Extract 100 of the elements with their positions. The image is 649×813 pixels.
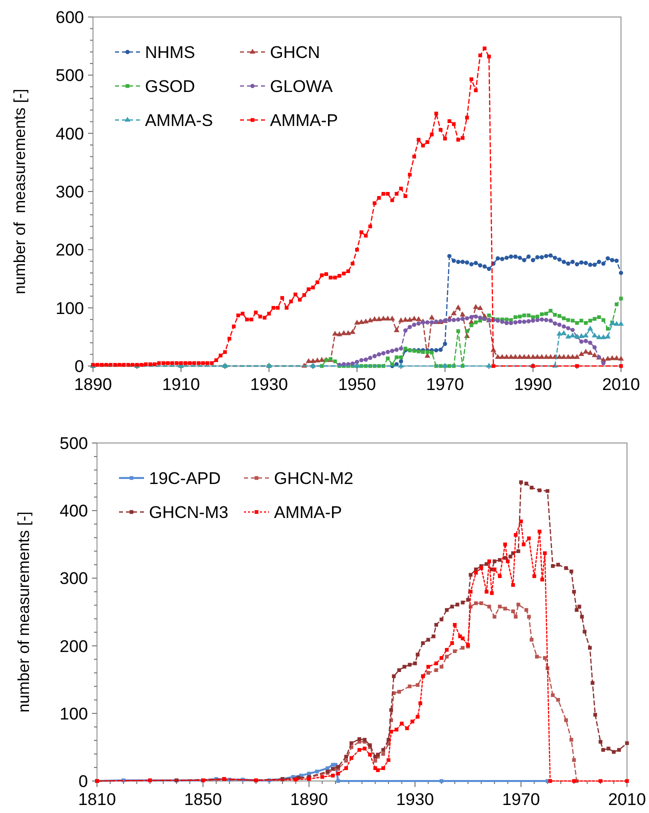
point bbox=[336, 772, 340, 776]
point bbox=[530, 258, 536, 262]
point bbox=[398, 362, 404, 368]
point bbox=[526, 254, 531, 259]
point bbox=[434, 348, 438, 352]
point bbox=[540, 255, 544, 260]
x-tick-label: 1850 bbox=[184, 790, 222, 809]
point bbox=[614, 320, 620, 326]
point bbox=[513, 254, 518, 259]
point bbox=[405, 726, 409, 730]
point bbox=[478, 263, 482, 268]
point bbox=[474, 601, 478, 606]
x-tick-label: 1810 bbox=[78, 790, 116, 809]
y-tick-label: 200 bbox=[56, 240, 84, 260]
point bbox=[469, 262, 474, 266]
point bbox=[362, 746, 367, 750]
x-tick-label: 1910 bbox=[162, 375, 200, 394]
point bbox=[618, 270, 624, 276]
point bbox=[596, 334, 602, 340]
point bbox=[315, 770, 319, 774]
y-tick-label: 500 bbox=[60, 434, 88, 453]
point bbox=[548, 779, 552, 783]
point bbox=[579, 260, 584, 265]
point bbox=[492, 568, 496, 572]
y-tick-label: 0 bbox=[78, 772, 88, 791]
point bbox=[381, 752, 386, 756]
legend-label: GHCN-M3 bbox=[149, 502, 228, 522]
point bbox=[490, 591, 494, 595]
legend-label: AMMA-S bbox=[145, 110, 213, 130]
point bbox=[460, 260, 465, 264]
point bbox=[548, 253, 553, 258]
x-tick-label: 2010 bbox=[608, 790, 646, 809]
point bbox=[544, 254, 548, 258]
point bbox=[552, 256, 558, 260]
point bbox=[564, 718, 568, 722]
point bbox=[474, 570, 478, 575]
point bbox=[535, 255, 540, 260]
point bbox=[601, 262, 606, 266]
y-tick-label: 600 bbox=[56, 8, 84, 27]
point bbox=[578, 333, 584, 338]
x-tick-label: 1890 bbox=[74, 375, 112, 394]
point bbox=[416, 683, 420, 687]
y-tick-label: 400 bbox=[56, 124, 84, 144]
point bbox=[588, 262, 592, 267]
x-tick-label: 2010 bbox=[602, 375, 640, 394]
y-tick-label: 0 bbox=[74, 356, 84, 376]
point bbox=[504, 256, 509, 260]
y-axis-title: number of measurements [-] bbox=[12, 88, 29, 294]
x-tick-label: 1970 bbox=[426, 375, 464, 394]
point bbox=[450, 641, 454, 645]
point bbox=[440, 656, 444, 660]
point bbox=[394, 728, 398, 732]
point bbox=[410, 720, 414, 724]
legend-label: NHMS bbox=[145, 42, 196, 62]
point bbox=[444, 654, 449, 658]
y-tick-label: 400 bbox=[60, 502, 88, 521]
point bbox=[557, 257, 562, 262]
legend-label: AMMA-P bbox=[270, 110, 338, 130]
point bbox=[522, 542, 526, 546]
y-tick-label: 100 bbox=[56, 298, 84, 318]
point bbox=[376, 768, 380, 772]
point bbox=[570, 260, 575, 264]
y-tick-label: 100 bbox=[60, 704, 88, 724]
point bbox=[482, 264, 487, 269]
point bbox=[474, 260, 478, 266]
point bbox=[610, 258, 614, 262]
x-tick-label: 1890 bbox=[290, 790, 328, 809]
point bbox=[508, 254, 514, 259]
point bbox=[542, 656, 547, 660]
point bbox=[484, 590, 488, 594]
point bbox=[514, 533, 518, 537]
point bbox=[556, 698, 560, 702]
point bbox=[556, 330, 562, 336]
legend-label: GHCN-M2 bbox=[274, 468, 354, 488]
point bbox=[400, 722, 404, 726]
point bbox=[330, 774, 335, 778]
y-tick-label: 500 bbox=[56, 66, 84, 86]
point bbox=[492, 614, 496, 619]
point bbox=[606, 256, 610, 260]
point bbox=[438, 348, 443, 352]
point bbox=[614, 258, 619, 263]
x-tick-label: 1990 bbox=[514, 375, 552, 394]
point bbox=[456, 260, 460, 264]
point bbox=[592, 262, 597, 267]
point bbox=[618, 320, 624, 326]
x-tick-label: 1950 bbox=[338, 375, 376, 394]
point bbox=[368, 752, 372, 757]
point bbox=[572, 758, 576, 762]
point bbox=[530, 638, 534, 642]
y-tick-label: 200 bbox=[60, 636, 88, 656]
point bbox=[524, 608, 528, 612]
legend-label: 19C-APD bbox=[149, 468, 221, 488]
point bbox=[516, 602, 520, 606]
point bbox=[570, 332, 576, 338]
point bbox=[503, 542, 507, 546]
point bbox=[562, 260, 566, 264]
point bbox=[500, 256, 504, 262]
point bbox=[344, 758, 348, 763]
point bbox=[522, 258, 526, 262]
legend-label: GLOWA bbox=[270, 76, 334, 96]
